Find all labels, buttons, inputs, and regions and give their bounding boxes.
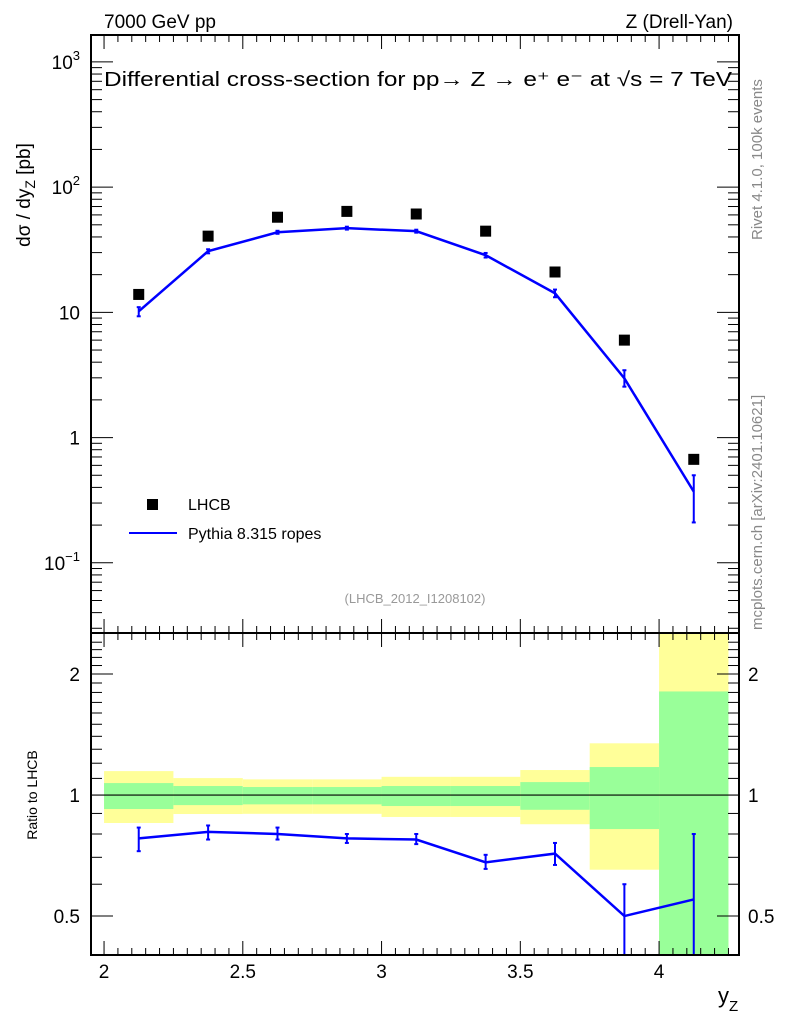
lhcb-data-point [410, 208, 422, 220]
ratio-bands [91, 633, 739, 955]
ratio-y-tick-label-right: 0.5 [748, 907, 774, 928]
ratio-y-tick-label-right: 2 [748, 665, 759, 686]
pythia-line [137, 226, 695, 493]
ratio-band-inner [520, 782, 590, 810]
x-tick-label: 2.5 [230, 962, 256, 983]
chart-marks [133, 205, 700, 956]
ratio-band-inner [312, 787, 382, 805]
legend-lhcb-label: LHCB [188, 497, 231, 514]
ratio-plot-frame [90, 632, 740, 956]
lhcb-data-point [618, 334, 630, 346]
x-axis-label: yZ [718, 983, 738, 1015]
legend: LHCB Pythia 8.315 ropes [129, 497, 321, 543]
x-tick-label: 2 [99, 962, 110, 983]
main-plot-frame [90, 34, 740, 634]
ratio-y-axis-label: Ratio to LHCB [24, 750, 40, 839]
rivet-version-label: Rivet 4.1.0, 100k events [749, 79, 766, 240]
ratio-band-inner [450, 786, 521, 807]
legend-pythia-label: Pythia 8.315 ropes [188, 526, 321, 543]
y-tick-label: 10 [59, 303, 80, 324]
legend-lhcb-marker [147, 499, 158, 510]
lhcb-data-point [480, 225, 492, 237]
lhcb-data-point [271, 211, 283, 223]
plot-title: Differential cross-section for pp→ Z → e… [104, 69, 733, 91]
ratio-band-inner [242, 787, 313, 805]
analysis-label: (LHCB_2012_I1208102) [345, 591, 486, 606]
lhcb-data-point [341, 205, 353, 217]
ratio-band-inner [104, 783, 174, 810]
ratio-y-tick-label-left: 0.5 [54, 907, 80, 928]
x-tick-label: 3 [376, 962, 387, 983]
y-tick-label: 102 [52, 173, 80, 199]
y-tick-label: 10−1 [44, 549, 80, 575]
mcplots-label: mcplots.cern.ch [arXiv:2401.10621] [749, 395, 766, 630]
ratio-y-tick-label-left: 1 [69, 786, 80, 807]
x-tick-label: 3.5 [507, 962, 533, 983]
header-left-title: 7000 GeV pp [104, 12, 216, 33]
lhcb-data-point [202, 230, 214, 242]
y-tick-label: 103 [52, 48, 80, 74]
x-tick-label: 4 [654, 962, 665, 983]
lhcb-data-point [549, 266, 561, 278]
lhcb-data-point [133, 288, 145, 300]
y-axis-label: dσ / dyZ [pb] [14, 143, 38, 247]
ratio-y-tick-label-left: 2 [69, 665, 80, 686]
header-right-title: Z (Drell-Yan) [626, 12, 733, 33]
lhcb-data-point [688, 453, 700, 465]
y-tick-label: 1 [69, 429, 80, 450]
ratio-band-inner [381, 786, 451, 807]
ratio-y-tick-label-right: 1 [748, 786, 759, 807]
ratio-band-inner [589, 767, 660, 830]
